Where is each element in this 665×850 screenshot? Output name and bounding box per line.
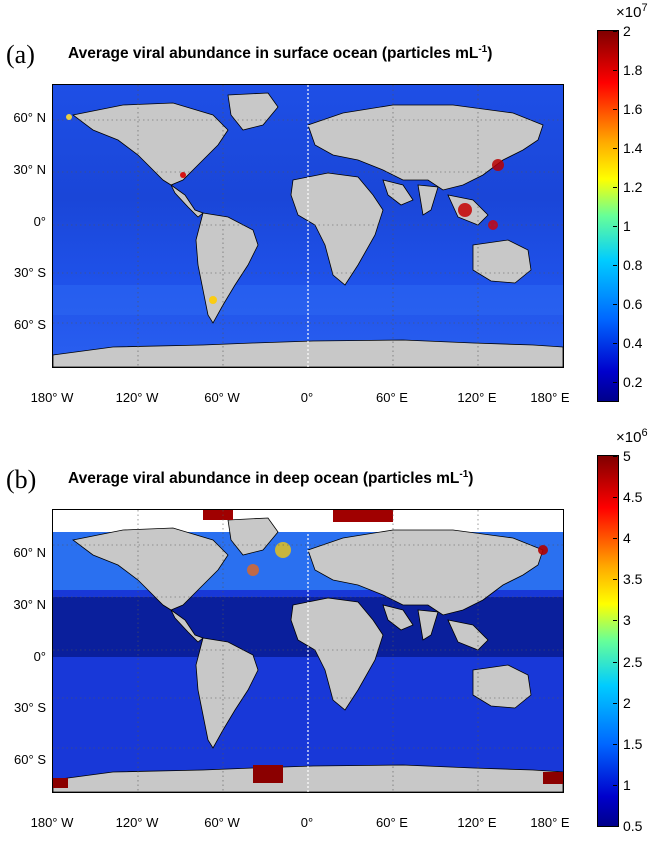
colorbar-tick-label: 0.4 xyxy=(623,334,643,351)
colorbar-tick-label: 0.8 xyxy=(623,256,643,273)
x-label: 120° W xyxy=(115,390,159,405)
x-label: 180° W xyxy=(30,815,74,830)
colorbar-tick-label: 5 xyxy=(623,448,631,464)
colorbar-tick-label: 1.6 xyxy=(623,100,643,117)
colorbar-tick xyxy=(613,702,617,704)
colorbar-tick-label: 4 xyxy=(623,530,631,547)
x-label: 60° E xyxy=(376,815,408,830)
colorbar-tick-label: 0.5 xyxy=(623,818,643,834)
colorbar-tick xyxy=(613,225,617,227)
y-label: 0° xyxy=(33,214,46,229)
colorbar-tick xyxy=(613,497,617,499)
y-label: 60° N xyxy=(13,545,46,560)
colorbar-tick xyxy=(613,342,617,344)
x-label: 180° E xyxy=(530,815,570,830)
y-label: 30° N xyxy=(13,597,46,612)
colorbar-tick xyxy=(613,31,617,32)
colorbar-tick-label: 2.5 xyxy=(623,653,643,670)
y-label: 60° S xyxy=(14,752,46,767)
x-label: 120° E xyxy=(457,390,497,405)
colorbar-tick xyxy=(613,826,617,827)
x-label: 0° xyxy=(300,390,314,405)
colorbar-tick xyxy=(613,456,617,457)
colorbar-tick-label: 1.2 xyxy=(623,178,643,195)
colorbar-tick-label: 0.2 xyxy=(623,373,643,390)
colorbar-tick-label: 1 xyxy=(623,776,631,793)
colorbar-tick xyxy=(613,620,617,622)
colorbar-tick-label: 1 xyxy=(623,217,631,234)
panel-title: Average viral abundance in deep ocean (p… xyxy=(68,469,474,488)
colorbar-tick-label: 1.5 xyxy=(623,735,643,752)
surface-ocean-map xyxy=(52,84,564,368)
colorbar-tick xyxy=(613,579,617,581)
colorbar-tick-label: 1.4 xyxy=(623,139,643,156)
colorbar-tick xyxy=(613,69,617,71)
y-label: 30° N xyxy=(13,162,46,177)
panel-title: Average viral abundance in surface ocean… xyxy=(68,44,493,63)
y-label: 60° N xyxy=(13,110,46,125)
panel-letter: (b) xyxy=(6,465,37,494)
colorbar xyxy=(597,455,619,827)
colorbar-tick xyxy=(613,743,617,745)
x-label: 60° W xyxy=(204,815,240,830)
y-label: 0° xyxy=(33,649,46,664)
colorbar xyxy=(597,30,619,402)
y-label: 60° S xyxy=(14,317,46,332)
colorbar-tick-label: 4.5 xyxy=(623,489,643,506)
colorbar-tick xyxy=(613,784,617,786)
x-label: 0° xyxy=(300,815,314,830)
colorbar-multiplier: ×106 xyxy=(616,427,648,446)
colorbar-tick-label: 1.8 xyxy=(623,61,643,78)
x-label: 60° E xyxy=(376,390,408,405)
colorbar-tick xyxy=(613,186,617,188)
colorbar-tick-label: 2 xyxy=(623,23,631,39)
x-label: 120° W xyxy=(115,815,159,830)
x-label: 180° E xyxy=(530,390,570,405)
deep-ocean-map xyxy=(52,509,564,793)
colorbar-tick xyxy=(613,381,617,383)
x-label: 120° E xyxy=(457,815,497,830)
colorbar-tick-label: 3 xyxy=(623,612,631,629)
colorbar-multiplier: ×107 xyxy=(616,2,648,21)
colorbar-tick xyxy=(613,147,617,149)
colorbar-tick xyxy=(613,264,617,266)
colorbar-tick-label: 3.5 xyxy=(623,571,643,588)
colorbar-tick-label: 2 xyxy=(623,694,631,711)
panel-deep: (b) Average viral abundance in deep ocea… xyxy=(0,425,665,850)
colorbar-tick-label: 0.6 xyxy=(623,295,643,312)
x-label: 60° W xyxy=(204,390,240,405)
colorbar-tick xyxy=(613,661,617,663)
x-label: 180° W xyxy=(30,390,74,405)
panel-surface: (a) Average viral abundance in surface o… xyxy=(6,2,648,405)
panel-letter: (a) xyxy=(6,40,35,69)
y-label: 30° S xyxy=(14,700,46,715)
y-label: 30° S xyxy=(14,265,46,280)
colorbar-tick xyxy=(613,538,617,540)
colorbar-tick xyxy=(613,303,617,305)
colorbar-tick xyxy=(613,108,617,110)
